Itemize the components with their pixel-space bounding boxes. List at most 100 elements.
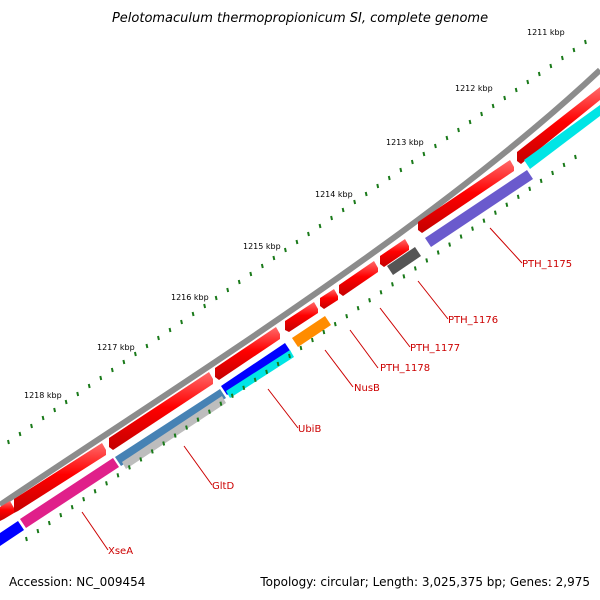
gene-arrow[interactable] (285, 302, 318, 332)
minor-tick (353, 199, 357, 205)
gene-arrow[interactable] (14, 443, 106, 513)
minor-tick (376, 183, 380, 189)
minor-tick (36, 528, 40, 534)
minor-tick (410, 159, 414, 165)
gene-gltd-silver[interactable] (122, 396, 226, 469)
gene-label-xsea[interactable]: XseA (108, 546, 133, 557)
minor-tick (249, 271, 253, 277)
minor-tick (122, 359, 126, 365)
minor-tick (185, 425, 189, 430)
gene-label-pth1176[interactable]: PTH_1176 (448, 315, 498, 326)
minor-tick (364, 191, 368, 197)
gene-xsea-blue[interactable] (0, 521, 24, 546)
minor-tick (70, 504, 74, 510)
minor-tick (574, 154, 577, 160)
minor-tick (276, 361, 280, 367)
gene-label-nusb[interactable]: NusB (354, 383, 380, 394)
minor-tick (133, 351, 137, 357)
minor-tick (18, 431, 22, 437)
kbp-label-1211: 1211 kbp (527, 28, 565, 37)
minor-tick (99, 375, 103, 381)
gene-arrow[interactable] (0, 501, 14, 521)
gene-pth1176[interactable] (387, 247, 421, 275)
minor-tick (562, 162, 566, 168)
gene-label-ubib[interactable]: UbiB (298, 424, 321, 435)
minor-tick (47, 520, 51, 526)
minor-tick (272, 255, 276, 261)
gene-label-gltd[interactable]: GltD (212, 481, 234, 492)
minor-tick (572, 47, 576, 53)
minor-tick (295, 239, 299, 245)
minor-tick (76, 391, 80, 397)
minor-tick (341, 207, 345, 213)
minor-tick (265, 369, 269, 375)
gene-label-pth1178[interactable]: PTH_1178 (380, 363, 430, 374)
gene-arrow[interactable] (517, 87, 600, 164)
leader-pth1177 (379, 307, 411, 348)
kbp-label-1212: 1212 kbp (455, 84, 493, 93)
minor-tick (260, 263, 264, 269)
minor-tick (214, 295, 218, 301)
gene-gltd[interactable] (115, 389, 226, 466)
gene-label-pth1177[interactable]: PTH_1177 (410, 343, 460, 354)
minor-tick (7, 439, 10, 445)
minor-tick (448, 242, 452, 247)
gene-ubib[interactable] (221, 343, 291, 395)
minor-tick (226, 287, 230, 293)
minor-tick (253, 377, 257, 383)
kbp-label-1218: 1218 kbp (24, 391, 62, 400)
minor-tick (330, 215, 333, 221)
minor-tick (413, 266, 417, 271)
leader-ubib (267, 388, 299, 429)
minor-tick (368, 298, 372, 303)
leader-nusb (324, 349, 354, 388)
minor-tick (516, 194, 520, 200)
gene-arrow[interactable] (109, 372, 213, 450)
minor-tick (505, 202, 509, 207)
minor-tick (322, 329, 326, 335)
gene-arrow[interactable] (339, 261, 378, 296)
minor-tick (379, 290, 383, 295)
minor-tick (139, 457, 143, 462)
gene-pth1175[interactable] (425, 170, 533, 247)
minor-tick (299, 345, 303, 351)
gene-xsea[interactable] (20, 458, 119, 528)
minor-tick (208, 409, 211, 414)
minor-tick (537, 71, 541, 77)
gene-arrow[interactable] (320, 289, 338, 309)
minor-tick (283, 247, 287, 253)
minor-tick (560, 55, 564, 61)
minor-tick (41, 415, 45, 421)
minor-tick (528, 186, 532, 192)
accession-text: Accession: NC_009454 (9, 575, 145, 589)
minor-tick (150, 449, 154, 454)
minor-tick (399, 167, 403, 173)
kbp-label-1214: 1214 kbp (315, 190, 353, 199)
gene-cyan-right[interactable] (524, 105, 600, 169)
minor-tick (387, 175, 391, 181)
minor-tick (157, 335, 160, 341)
minor-tick (116, 473, 120, 478)
gene-label-pth1175[interactable]: PTH_1175 (522, 259, 572, 270)
minor-tick (333, 321, 337, 327)
minor-tick (514, 87, 518, 93)
minor-tick (237, 279, 241, 285)
leader-pth1176 (417, 280, 449, 320)
gene-arrow[interactable] (380, 239, 409, 267)
minor-tick (459, 234, 463, 239)
leader-pth1175 (489, 227, 523, 264)
minor-tick (318, 223, 322, 229)
gene-nusb[interactable] (292, 316, 331, 347)
gene-arrow[interactable] (215, 327, 280, 380)
minor-tick (436, 250, 440, 255)
minor-tick (493, 210, 497, 215)
minor-tick (356, 305, 360, 311)
minor-tick (105, 481, 108, 486)
minor-tick (584, 39, 587, 45)
minor-tick (25, 536, 28, 542)
minor-tick (145, 343, 149, 349)
gene-arrow[interactable] (418, 160, 514, 233)
gene-label-leaders (81, 227, 523, 551)
minor-tick (53, 407, 57, 413)
